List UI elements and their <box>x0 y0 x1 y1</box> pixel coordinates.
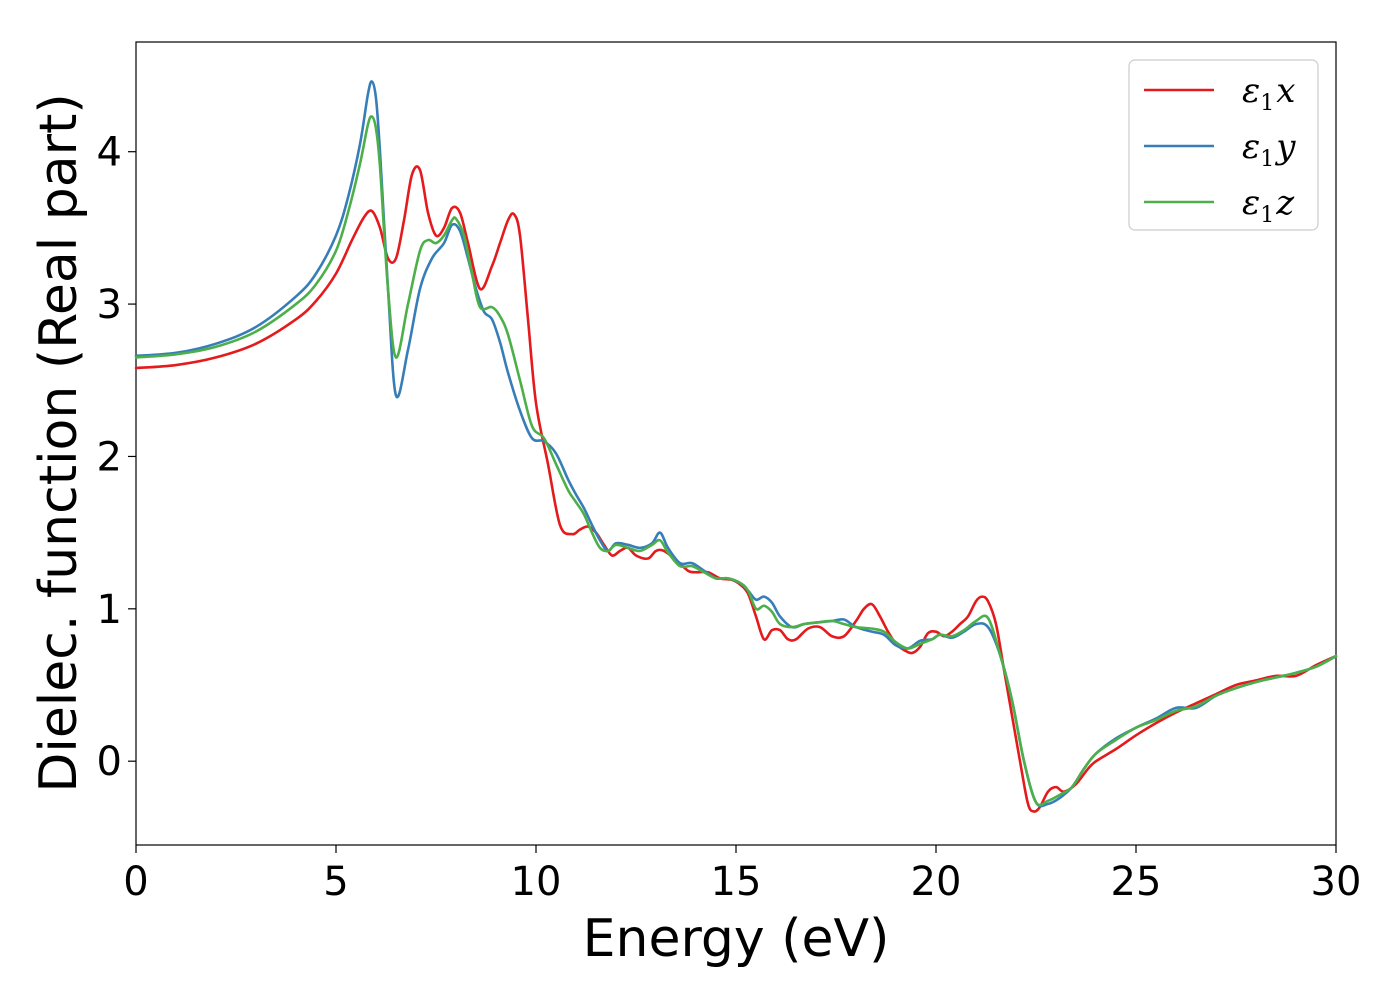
x-tick-label: 25 <box>1111 859 1162 905</box>
x-axis: 0 5 10 15 20 25 30 <box>123 845 1361 905</box>
series-line-y <box>134 80 1338 808</box>
legend-entries: ε1x ε1y ε1z <box>1144 71 1296 228</box>
legend-label-z: ε1z <box>1242 183 1295 228</box>
series-layer <box>134 80 1338 813</box>
series-line-x <box>134 165 1338 813</box>
x-tick-label: 20 <box>911 859 962 905</box>
x-tick-label: 30 <box>1311 859 1362 905</box>
y-tick-label: 4 <box>97 130 122 176</box>
y-tick-label: 0 <box>97 739 122 785</box>
y-tick-label: 2 <box>97 434 122 480</box>
x-axis-title: Energy (eV) <box>583 909 890 969</box>
series-line-z <box>134 115 1338 807</box>
x-tick-label: 0 <box>123 859 148 905</box>
x-tick-label: 5 <box>323 859 348 905</box>
y-axis-title: Dielec. function (Real part) <box>29 93 89 792</box>
x-tick-label: 15 <box>711 859 762 905</box>
y-axis: 0 1 2 3 4 <box>97 130 136 785</box>
legend-box <box>1128 59 1319 231</box>
y-tick-label: 3 <box>97 282 122 328</box>
y-tick-label: 1 <box>97 587 122 633</box>
legend-label-x: ε1x <box>1242 71 1295 116</box>
x-tick-label: 10 <box>511 859 562 905</box>
legend: ε1x ε1y ε1z <box>1128 59 1319 231</box>
legend-label-y: ε1y <box>1242 127 1296 172</box>
